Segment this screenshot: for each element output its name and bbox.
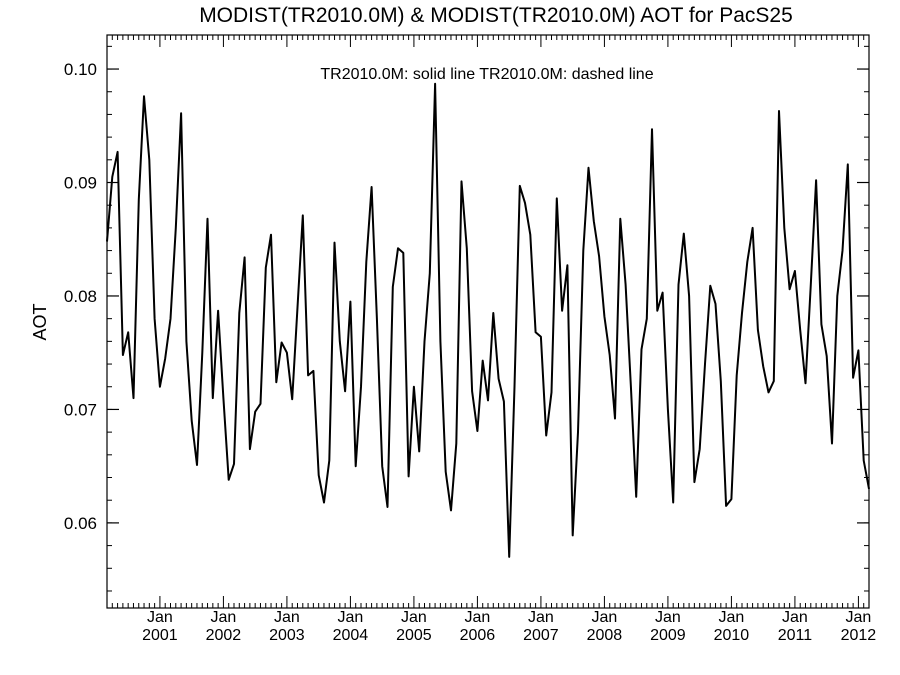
x-tick-year-label: 2008 xyxy=(587,627,623,644)
x-tick-year-label: 2002 xyxy=(206,627,242,644)
x-tick-year-label: 2011 xyxy=(778,627,813,644)
x-tick-year-label: 2007 xyxy=(523,627,559,644)
x-tick-month-label: Jan xyxy=(592,609,618,626)
x-tick-month-label: Jan xyxy=(401,609,427,626)
x-tick-year-label: 2003 xyxy=(269,627,305,644)
x-tick-month-label: Jan xyxy=(147,609,173,626)
x-tick-year-label: 2006 xyxy=(460,627,496,644)
x-tick-month-label: Jan xyxy=(655,609,681,626)
x-tick-month-label: Jan xyxy=(846,609,872,626)
x-tick-month-label: Jan xyxy=(211,609,237,626)
x-tick-month-label: Jan xyxy=(782,609,808,626)
x-tick-year-label: 2001 xyxy=(142,627,178,644)
y-axis-ticks: 0.06 0.07 0.08 0.09 0.10 xyxy=(64,45,869,592)
x-tick-year-label: 2010 xyxy=(714,627,750,644)
x-tick-month-label: Jan xyxy=(528,609,554,626)
x-tick-month-label: Jan xyxy=(274,609,300,626)
y-tick-label: 0.06 xyxy=(64,514,97,533)
x-tick-month-label: Jan xyxy=(338,609,364,626)
x-tick-year-label: 2012 xyxy=(841,627,877,644)
x-tick-year-label: 2009 xyxy=(650,627,686,644)
series-line-solid xyxy=(106,82,870,558)
x-tick-month-label: Jan xyxy=(719,609,745,626)
line-style-annotation: TR2010.0M: solid line TR2010.0M: dashed … xyxy=(320,66,653,83)
y-tick-label: 0.09 xyxy=(64,174,97,193)
series-layer xyxy=(106,82,870,558)
x-tick-year-label: 2005 xyxy=(396,627,432,644)
x-tick-month-label: Jan xyxy=(465,609,491,626)
y-tick-label: 0.10 xyxy=(64,60,97,79)
y-tick-label: 0.08 xyxy=(64,287,97,306)
x-axis-ticks: Jan2001Jan2002Jan2003Jan2004Jan2005Jan20… xyxy=(106,35,877,644)
y-tick-label: 0.07 xyxy=(64,400,97,419)
x-tick-year-label: 2004 xyxy=(333,627,369,644)
chart-title: MODIST(TR2010.0M) & MODIST(TR2010.0M) AO… xyxy=(199,4,793,27)
y-axis-label: AOT xyxy=(30,303,50,340)
